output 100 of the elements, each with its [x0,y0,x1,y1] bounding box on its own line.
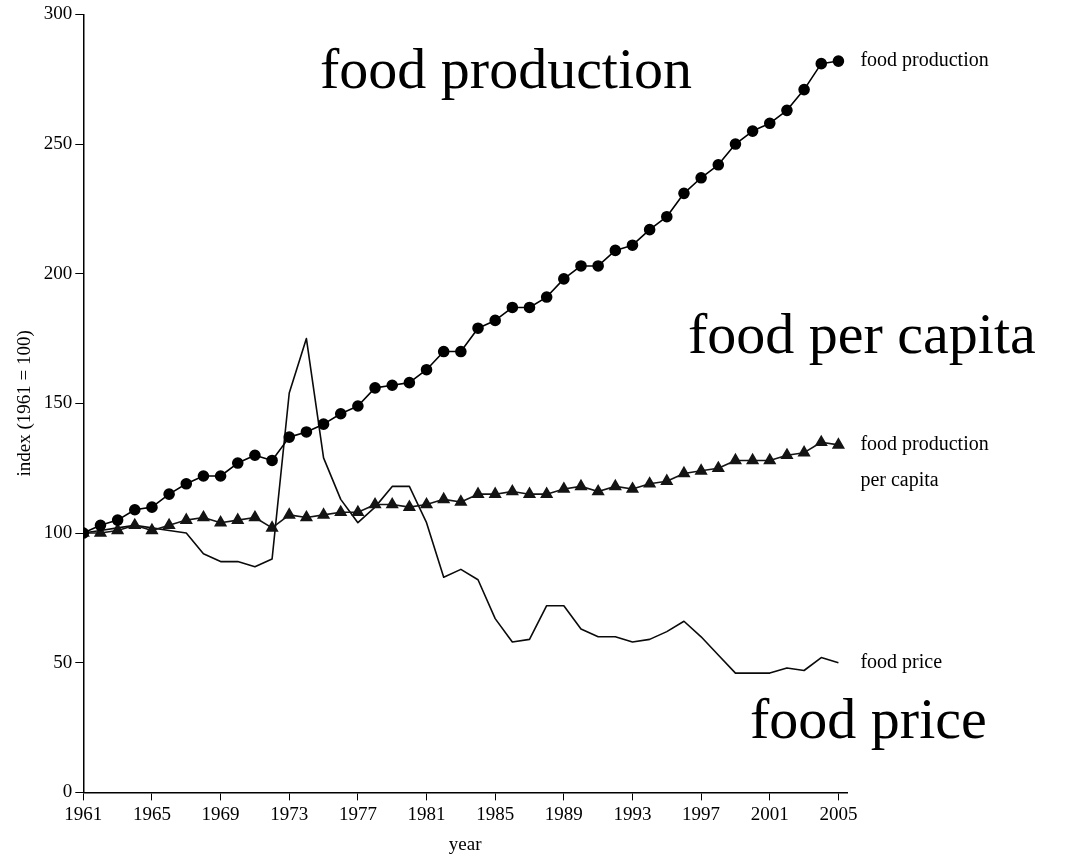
point [94,519,107,532]
point [763,453,776,465]
point [180,477,193,490]
series-label: food price [860,649,943,673]
point [455,345,467,358]
point [128,518,141,530]
point [317,418,330,430]
point [197,510,210,522]
point [557,482,570,493]
point [798,83,810,96]
point [609,479,622,491]
point [283,508,296,519]
point [489,314,501,327]
point [317,508,330,519]
x-tick-label: 2005 [819,802,858,824]
point [643,476,656,488]
point [660,474,673,485]
x-axis-title: year [448,832,483,854]
point [454,495,467,506]
y-axis-title: index (1961 = 100) [13,330,36,477]
point [678,187,690,200]
point [231,457,244,469]
point [300,426,313,438]
point [283,431,296,443]
point [575,479,587,491]
point [832,438,845,449]
point [249,449,261,462]
point [523,301,536,314]
point [489,487,502,498]
point [643,223,656,236]
x-tick-label: 1965 [132,802,171,824]
point [592,260,604,272]
point [626,239,639,252]
point [231,513,244,524]
point [729,138,742,150]
point [712,159,725,171]
point [592,484,605,496]
y-tick-label: 100 [43,521,73,543]
point [111,514,124,526]
point [214,470,227,482]
point [729,453,742,465]
point [369,382,381,394]
annotation: food price [750,686,987,751]
point [180,513,193,524]
point [523,487,536,498]
x-tick-label: 1993 [613,802,652,824]
point [472,322,484,334]
point [334,505,347,517]
point [403,376,416,389]
point [437,345,450,358]
point [695,171,707,184]
point [575,260,587,272]
point [661,210,673,223]
x-tick-label: 1969 [201,802,240,824]
point [798,445,811,457]
point [540,291,553,303]
x-tick-label: 1997 [682,802,721,824]
point [163,518,176,530]
y-tick-label: 50 [53,650,73,672]
point [472,487,485,498]
point [197,470,210,482]
point [506,301,519,314]
point [437,492,450,504]
point [626,482,639,493]
point [248,510,261,522]
x-tick-label: 1973 [270,802,309,824]
x-tick-label: 1985 [476,802,515,824]
point [540,487,553,498]
point [746,453,759,465]
point [145,523,158,535]
point [334,407,347,420]
annotation: food per capita [688,301,1036,366]
point [369,497,382,509]
point [163,488,175,500]
x-tick-label: 1989 [544,802,583,824]
point [815,57,828,70]
point [386,497,399,509]
y-tick-label: 150 [43,391,73,413]
point [763,117,776,130]
point [266,521,279,532]
y-tick-label: 250 [43,132,73,154]
point [386,379,399,392]
point [609,244,622,257]
point [558,273,570,285]
y-tick-label: 0 [62,780,73,802]
x-tick-label: 1977 [338,802,377,824]
point [266,454,278,467]
x-tick-label: 2001 [750,802,789,824]
y-tick-label: 200 [43,261,73,283]
point [214,515,227,527]
annotation: food production [320,36,693,101]
point [351,505,364,517]
point [832,55,845,67]
point [128,503,141,516]
x-tick-label: 1961 [64,802,103,824]
point [695,464,708,475]
point [712,461,725,473]
point [746,125,759,137]
series-label: food production per capita [860,432,989,492]
point [780,448,793,460]
